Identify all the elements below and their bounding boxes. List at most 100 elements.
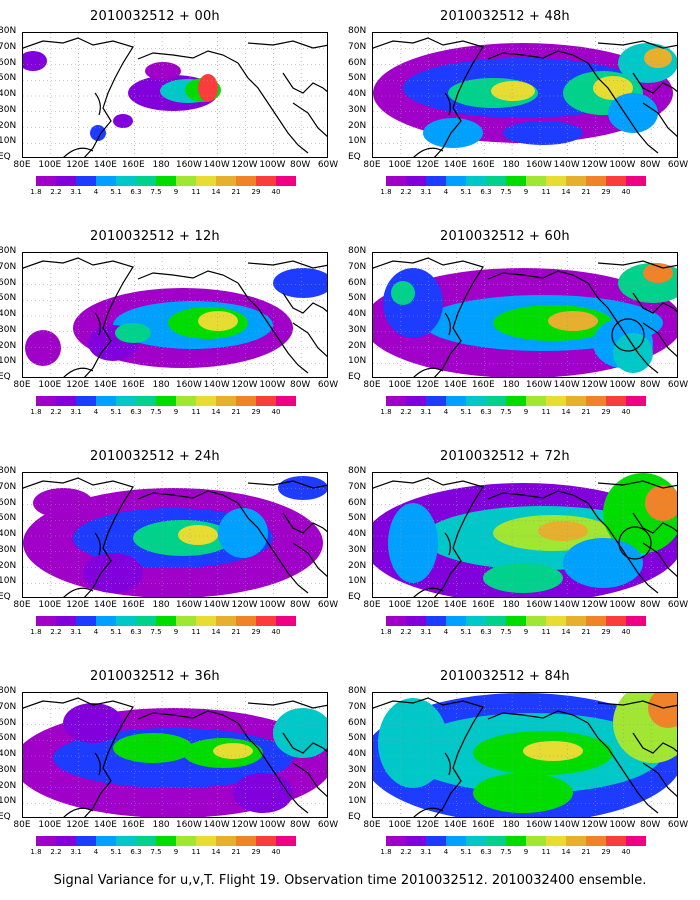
latitude-label: 40N xyxy=(348,529,367,539)
colorbar-swatch xyxy=(406,396,426,406)
longitude-label: 160W xyxy=(525,820,552,830)
latitude-label: 10N xyxy=(0,356,17,367)
variance-blob xyxy=(523,741,583,761)
latitude-label: EQ xyxy=(0,372,11,382)
longitude-label: 60W xyxy=(667,820,689,830)
longitude-label: 180 xyxy=(502,380,520,390)
colorbar-label: 29 xyxy=(251,848,261,856)
colorbar-label: 4 xyxy=(93,188,99,196)
colorbar-swatch xyxy=(76,176,96,186)
latitude-label: 80N xyxy=(348,466,367,476)
longitude-label: 60W xyxy=(667,160,689,170)
coastline xyxy=(632,512,677,534)
latitude-label: 30N xyxy=(348,544,367,555)
colorbar-swatch xyxy=(196,176,216,186)
longitude-label: 140E xyxy=(444,380,467,390)
longitude-label: 120E xyxy=(416,600,440,610)
colorbar-swatch xyxy=(466,836,486,846)
latitude-label: 50N xyxy=(0,733,17,744)
longitude-label: 100E xyxy=(38,600,62,610)
latitude-label: 20N xyxy=(0,560,17,571)
colorbar-swatch xyxy=(216,616,236,626)
colorbar-label: 4 xyxy=(443,188,449,196)
longitude-label: 100W xyxy=(259,600,286,610)
longitude-label: 140E xyxy=(444,160,467,170)
colorbar-swatch xyxy=(506,836,526,846)
longitude-label: 80E xyxy=(363,160,381,170)
colorbar-swatch xyxy=(176,616,196,626)
coastline xyxy=(292,762,327,797)
colorbar-label: 1.8 xyxy=(380,408,392,416)
colorbar-swatch xyxy=(136,396,156,406)
colorbar-label: 6.3 xyxy=(130,848,142,856)
colorbar-label: 7.5 xyxy=(500,628,512,636)
colorbar-label: 29 xyxy=(601,188,611,196)
longitude-label: 100E xyxy=(38,380,62,390)
variance-blob xyxy=(278,476,327,500)
longitude-label: 160W xyxy=(175,380,202,390)
colorbar-label: 4 xyxy=(93,628,99,636)
map-plot xyxy=(22,252,328,378)
colorbar xyxy=(386,616,646,626)
latitude-label: 80N xyxy=(0,26,17,36)
longitude-label: 180 xyxy=(502,160,520,170)
colorbar xyxy=(386,396,646,406)
colorbar-label: 29 xyxy=(251,628,261,636)
coastline xyxy=(642,102,677,137)
colorbar-label: 14 xyxy=(561,628,571,636)
colorbar-swatch xyxy=(446,176,466,186)
colorbar-label: 14 xyxy=(561,408,571,416)
coastline xyxy=(487,710,589,724)
longitude-label: 80W xyxy=(289,600,311,610)
colorbar-swatch xyxy=(236,176,256,186)
colorbar-swatch xyxy=(386,176,406,186)
longitude-label: 180 xyxy=(152,380,170,390)
colorbar-label: 21 xyxy=(231,628,241,636)
coastline xyxy=(137,50,239,64)
coastline xyxy=(373,477,484,597)
longitude-label: 160E xyxy=(121,380,145,390)
latitude-label: 10N xyxy=(0,796,17,807)
colorbar-label: 3.1 xyxy=(70,848,82,856)
colorbar-label: 14 xyxy=(211,408,221,416)
latitude-label: 70N xyxy=(0,481,17,492)
colorbar-swatch xyxy=(586,836,606,846)
longitude-label: 80E xyxy=(363,820,381,830)
colorbar-label: 9 xyxy=(523,408,529,416)
latitude-label: 60N xyxy=(0,497,17,508)
colorbar-swatch xyxy=(156,176,176,186)
longitude-label: 80W xyxy=(289,160,311,170)
colorbar-swatch xyxy=(156,836,176,846)
latitude-label: 70N xyxy=(348,481,367,492)
colorbar-swatch xyxy=(426,396,446,406)
colorbar-label: 11 xyxy=(191,408,201,416)
colorbar-swatch xyxy=(36,836,56,846)
colorbar-swatch xyxy=(526,396,546,406)
coastline xyxy=(292,322,327,357)
longitude-label: 160E xyxy=(471,820,495,830)
colorbar-label: 11 xyxy=(541,408,551,416)
latitude-label: 20N xyxy=(348,560,367,571)
colorbar-swatch xyxy=(566,616,586,626)
panel-title: 2010032512 + 72h xyxy=(440,449,570,464)
longitude-label: 80E xyxy=(13,600,31,610)
latitude-label: 50N xyxy=(348,733,367,744)
map-panel: 2010032512 + 72h 80N 70N 60N 50N 40N 30N 20N 10N… xyxy=(348,446,690,646)
latitude-label: 60N xyxy=(348,717,367,728)
coastline xyxy=(632,72,677,94)
coastline xyxy=(247,260,327,269)
variance-field xyxy=(23,473,327,597)
variance-blob xyxy=(548,311,598,331)
map-plot xyxy=(372,32,678,158)
latitude-label: 60N xyxy=(348,277,367,288)
colorbar-label: 14 xyxy=(211,188,221,196)
longitude-label: 60W xyxy=(317,160,339,170)
colorbar-label: 21 xyxy=(581,188,591,196)
colorbar-swatch xyxy=(76,396,96,406)
longitude-label: 180 xyxy=(152,820,170,830)
longitude-label: 120W xyxy=(231,160,258,170)
colorbar-label: 9 xyxy=(173,408,179,416)
latitude-label: 80N xyxy=(0,246,17,256)
latitude-label: 70N xyxy=(348,701,367,712)
longitude-label: 120W xyxy=(231,600,258,610)
